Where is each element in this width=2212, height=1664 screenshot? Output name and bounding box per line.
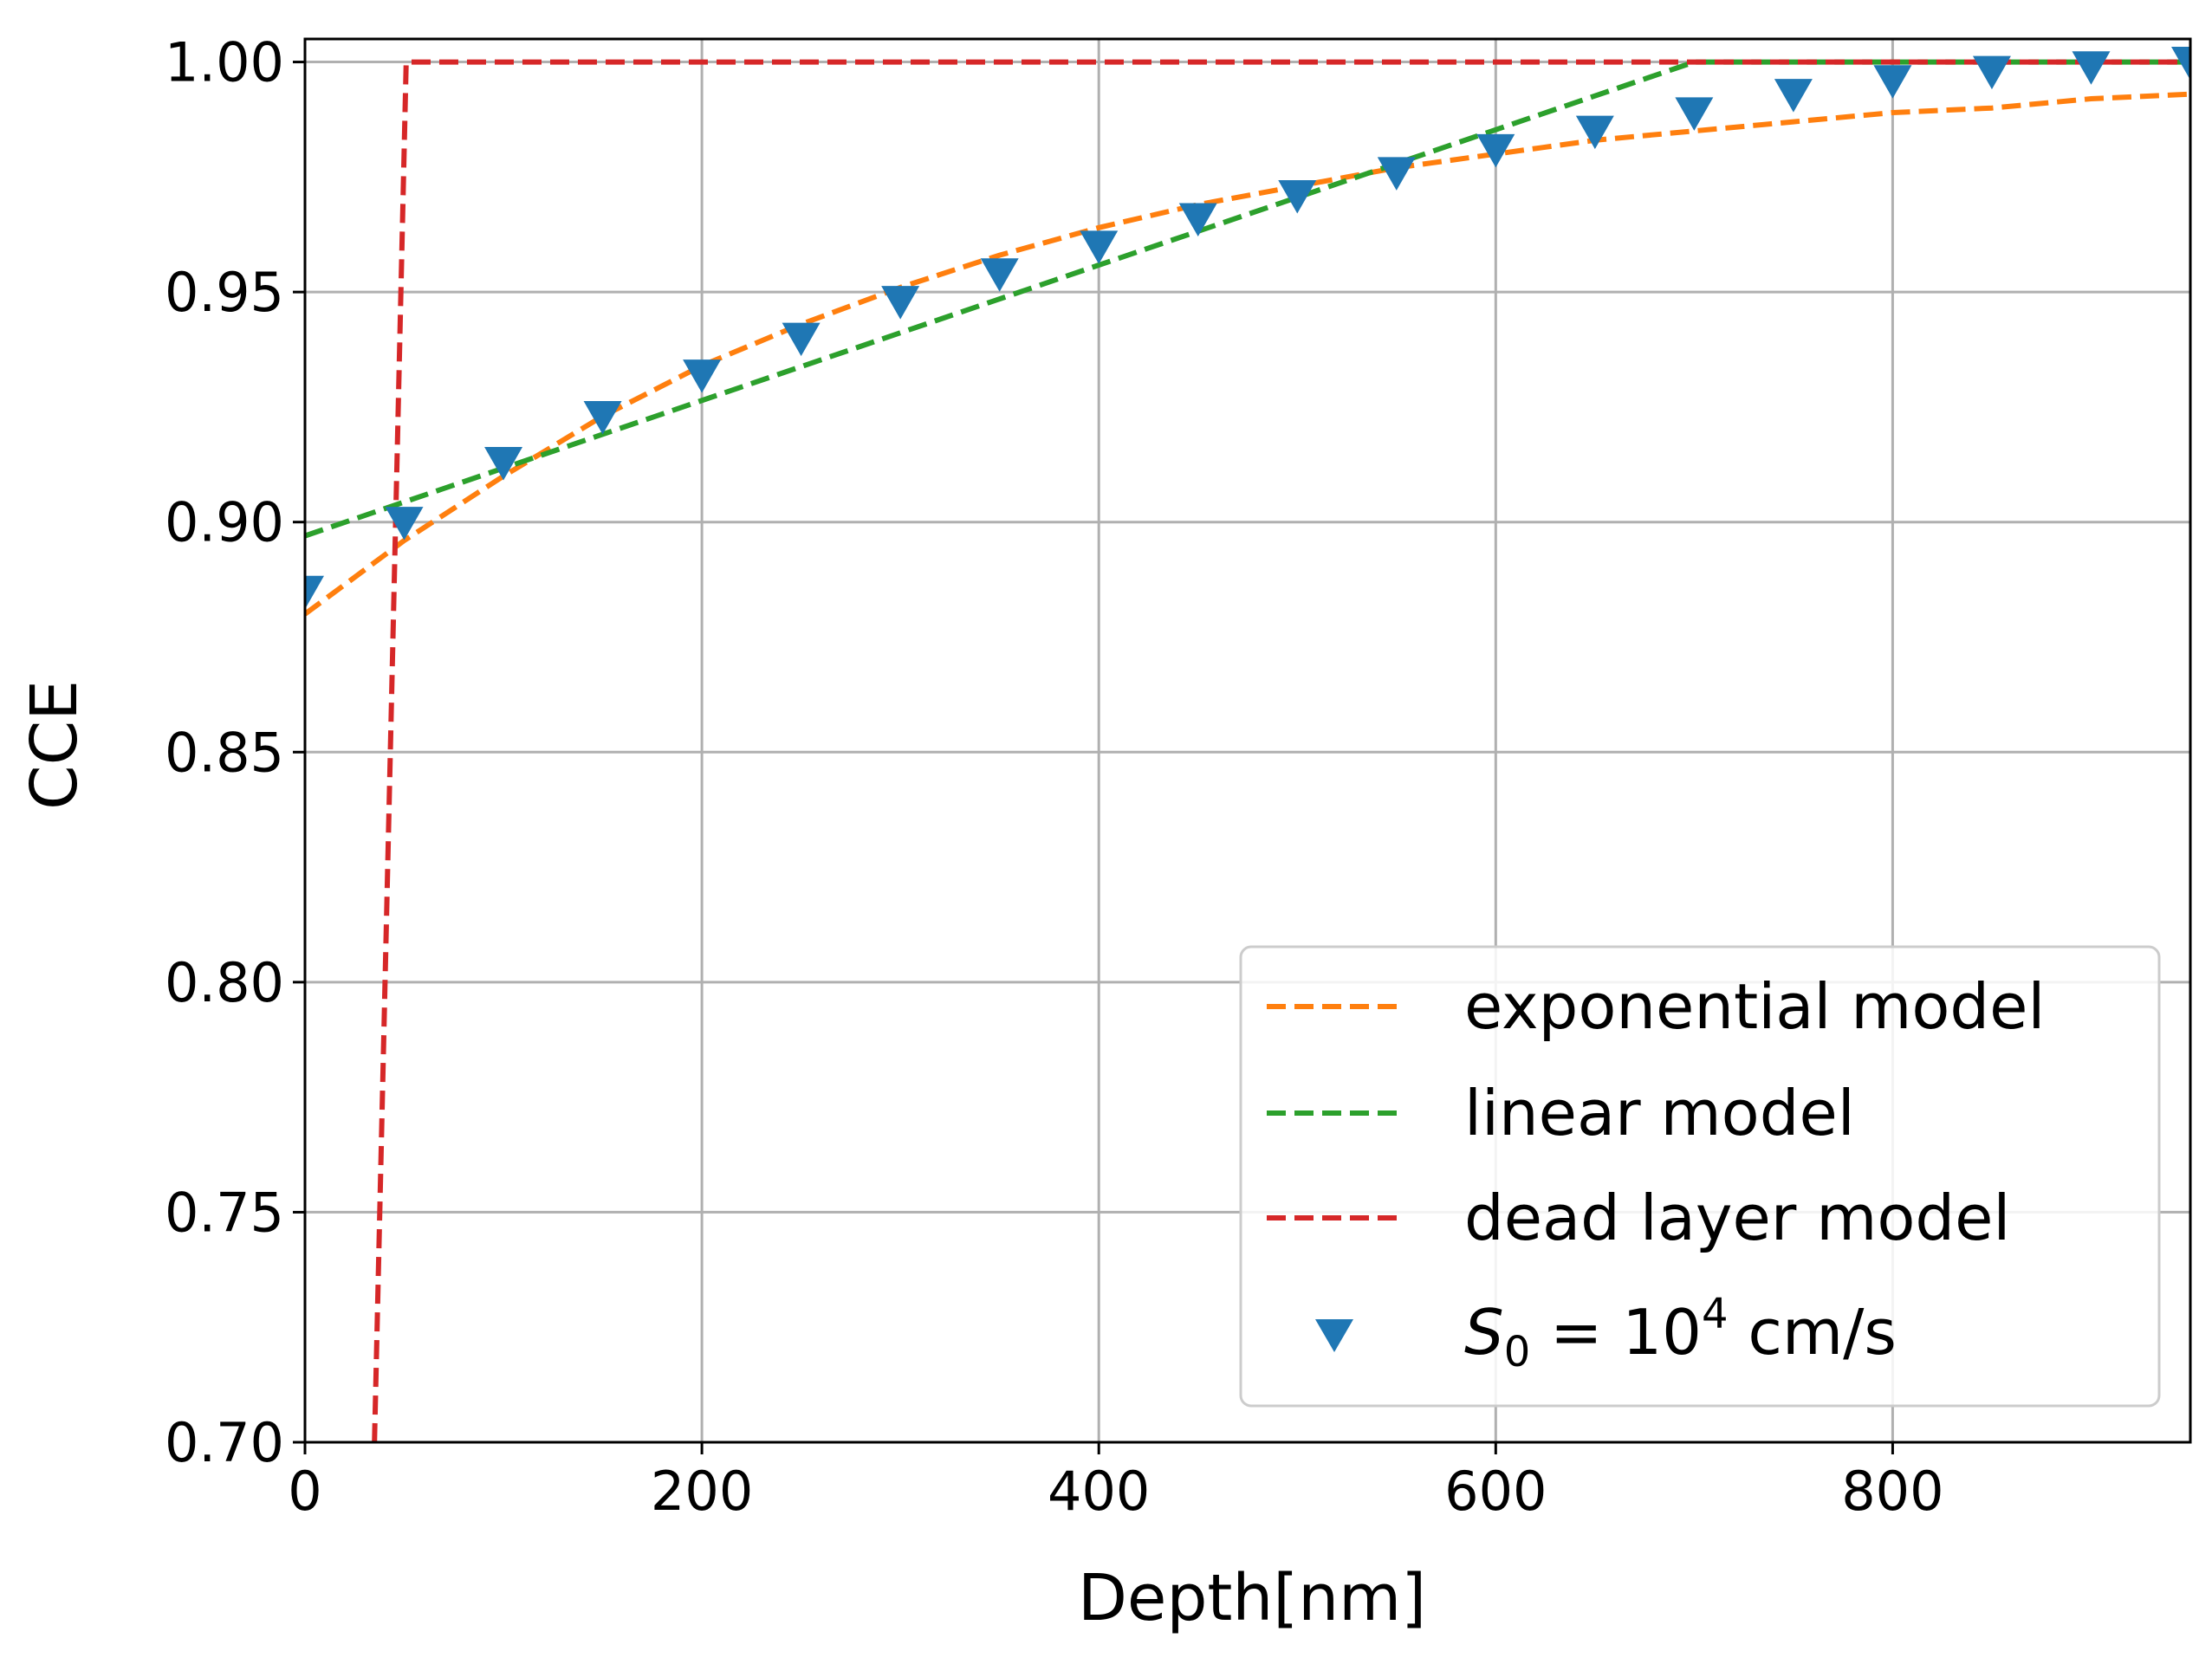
x-tick-label: 800	[1841, 1460, 1943, 1523]
x-tick-label: 600	[1444, 1460, 1547, 1523]
simulation-point-marker	[1278, 179, 1317, 214]
exponential-model-line	[305, 91, 2190, 617]
simulation-point-marker	[1675, 97, 1714, 131]
y-tick-label: 0.85	[165, 721, 284, 784]
x-tick-label: 0	[288, 1460, 321, 1523]
simulation-point-marker	[1873, 65, 1912, 99]
simulation-markers	[305, 46, 2190, 610]
x-tick-label: 200	[651, 1460, 753, 1523]
simulation-point-marker	[980, 258, 1019, 292]
y-axis-label: CCE	[17, 680, 92, 810]
simulation-point-marker	[2171, 46, 2190, 81]
simulation-point-marker	[1972, 55, 2011, 90]
legend-linear-label: linear model	[1464, 1077, 1855, 1149]
simulation-point-marker	[1476, 133, 1515, 168]
y-tick-label: 0.90	[165, 491, 284, 554]
simulation-point-marker	[305, 575, 324, 610]
simulation-point-marker	[484, 447, 523, 481]
x-axis-ticks: 0 200 400 600 800	[288, 1442, 1944, 1523]
x-tick-label: 400	[1048, 1460, 1150, 1523]
simulation-point-marker	[1178, 203, 1217, 237]
linear-model-line	[305, 59, 2190, 539]
simulation-point-marker	[683, 359, 722, 393]
y-tick-label: 0.70	[165, 1411, 284, 1474]
simulation-point-marker	[1080, 230, 1119, 264]
legend-box	[1239, 945, 2161, 1408]
y-tick-label: 0.95	[165, 261, 284, 324]
legend-exponential-label: exponential model	[1464, 970, 2045, 1043]
legend-dead-layer-label: dead layer model	[1464, 1182, 2010, 1254]
legend: exponential model linear model dead laye…	[1239, 945, 2161, 1408]
dead-layer-model-line	[372, 59, 2190, 1443]
simulation-point-marker	[583, 400, 622, 435]
simulation-point-marker	[2072, 51, 2111, 85]
simulation-point-marker	[1774, 79, 1813, 113]
simulation-point-marker	[385, 507, 424, 541]
x-axis-label: Depth[nm]	[1078, 1561, 1426, 1635]
plot-frame	[303, 37, 2192, 1444]
y-tick-label: 0.75	[165, 1181, 284, 1244]
simulation-point-marker	[1377, 157, 1416, 191]
simulation-point-marker	[881, 286, 920, 320]
y-tick-label: 0.80	[165, 951, 284, 1014]
y-axis-ticks: 0.70 0.75 0.80 0.85 0.90 0.95 1.00	[165, 31, 305, 1474]
simulation-point-marker	[782, 322, 821, 357]
y-tick-label: 1.00	[165, 31, 284, 94]
plot-series	[305, 46, 2190, 1443]
simulation-point-marker	[1575, 115, 1614, 150]
legend-triangle-marker-icon	[1315, 1319, 1353, 1352]
legend-simulation-label: S0 = 104 cm/s	[1464, 1290, 1897, 1376]
